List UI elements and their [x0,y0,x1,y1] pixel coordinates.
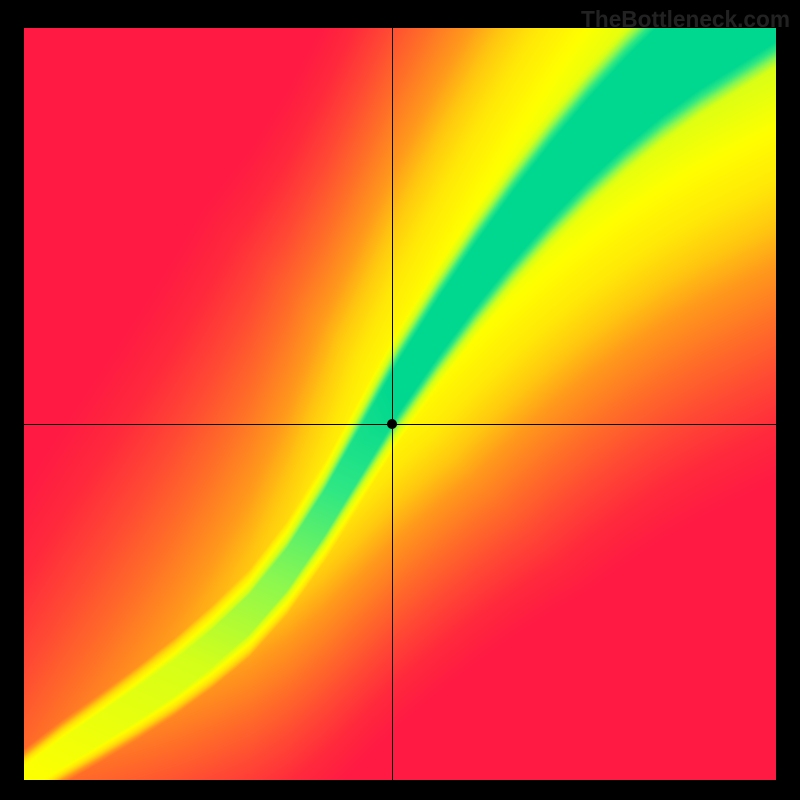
bottleneck-heatmap [24,28,776,780]
chart-container: TheBottleneck.com [0,0,800,800]
